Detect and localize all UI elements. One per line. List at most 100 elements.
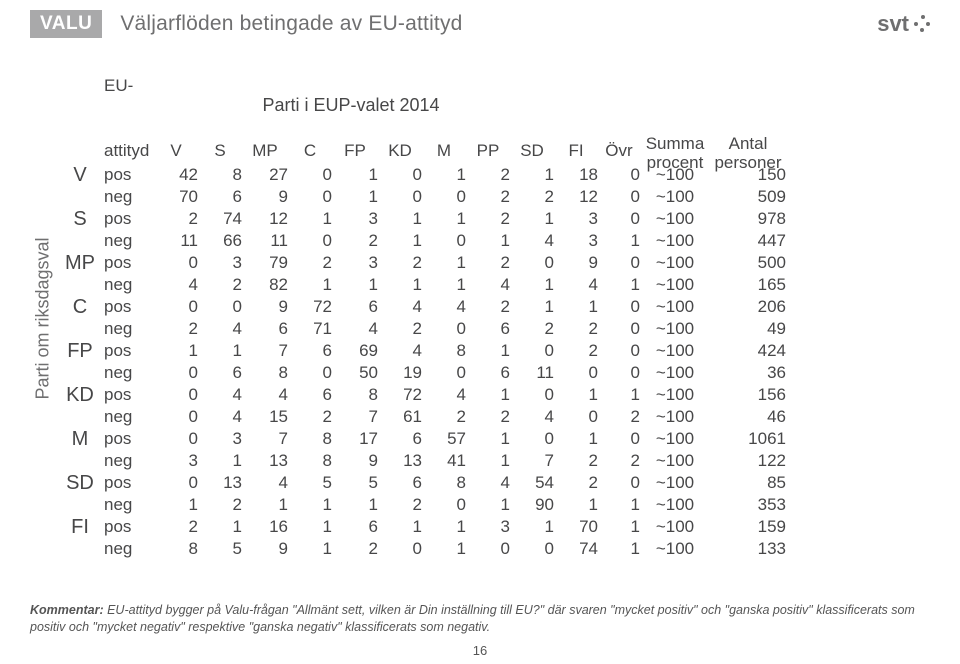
data-cell: 4 <box>510 406 554 428</box>
data-cell: 18 <box>554 164 598 186</box>
data-cell: 4 <box>422 384 466 406</box>
data-cell: 7 <box>510 450 554 472</box>
data-cell: 1 <box>242 494 288 516</box>
data-cell: 2 <box>378 494 422 516</box>
data-cell: 1 <box>598 384 640 406</box>
data-cell: 9 <box>554 252 598 274</box>
data-cell: 2 <box>510 186 554 208</box>
data-cell: 6 <box>198 362 242 384</box>
data-cell: 2 <box>466 296 510 318</box>
data-cell: 70 <box>154 186 198 208</box>
data-cell: 1 <box>332 164 378 186</box>
data-cell: 5 <box>198 538 242 560</box>
footer-label: Kommentar: <box>30 603 104 617</box>
eu-attitude-header: EU- <box>104 76 154 95</box>
summa-cell: ~100 <box>640 230 710 252</box>
data-cell: 0 <box>598 208 640 230</box>
data-cell: 2 <box>198 494 242 516</box>
data-cell: 0 <box>510 384 554 406</box>
data-cell: 0 <box>422 362 466 384</box>
data-cell: 2 <box>598 450 640 472</box>
antal-cell: 353 <box>710 494 786 516</box>
data-cell: 0 <box>154 428 198 450</box>
summa-cell: ~100 <box>640 208 710 230</box>
data-cell: 2 <box>378 318 422 340</box>
data-cell: 1 <box>466 230 510 252</box>
attitude-label: neg <box>104 362 154 384</box>
data-cell: 1 <box>554 428 598 450</box>
data-cell: 12 <box>554 186 598 208</box>
antal-cell: 509 <box>710 186 786 208</box>
table-subrow: pos009726442110~100206 <box>104 296 930 318</box>
data-rows: pos42827010121180~100150neg7069010022120… <box>104 164 930 560</box>
data-cell: 8 <box>154 538 198 560</box>
data-cell: 3 <box>154 450 198 472</box>
attitude-label: neg <box>104 274 154 296</box>
data-cell: 1 <box>598 538 640 560</box>
grid: EU- Parti i EUP-valet 2014 attityd V S M… <box>104 76 930 560</box>
data-cell: 72 <box>288 296 332 318</box>
col-head-MP: MP <box>242 116 288 160</box>
data-cell: 71 <box>288 318 332 340</box>
col-head-M: M <box>422 116 466 160</box>
data-cell: 54 <box>510 472 554 494</box>
antal-cell: 159 <box>710 516 786 538</box>
data-cell: 0 <box>598 340 640 362</box>
data-cell: 8 <box>332 384 378 406</box>
col-head-FP: FP <box>332 116 378 160</box>
table-subrow: neg11661102101431~100447 <box>104 230 930 252</box>
data-cell: 0 <box>598 362 640 384</box>
data-cell: 4 <box>332 318 378 340</box>
data-cell: 6 <box>288 340 332 362</box>
data-cell: 2 <box>554 472 598 494</box>
data-cell: 1 <box>422 252 466 274</box>
data-cell: 0 <box>154 362 198 384</box>
data-cell: 4 <box>466 472 510 494</box>
page-title: Väljarflöden betingade av EU-attityd <box>120 12 462 36</box>
row-party-label: V <box>56 153 104 197</box>
attitude-label: pos <box>104 164 154 186</box>
data-cell: 0 <box>154 406 198 428</box>
col-head-Ovr: Övr <box>598 116 640 160</box>
data-cell: 1 <box>154 340 198 362</box>
attitude-label: pos <box>104 252 154 274</box>
data-cell: 1 <box>288 538 332 560</box>
summa-cell: ~100 <box>640 318 710 340</box>
data-cell: 1 <box>466 428 510 450</box>
antal-cell: 500 <box>710 252 786 274</box>
row-party-label: C <box>56 285 104 329</box>
table-subrow: neg06805019061100~10036 <box>104 362 930 384</box>
attitude-label: neg <box>104 186 154 208</box>
summa-cell: ~100 <box>640 472 710 494</box>
data-cell: 50 <box>332 362 378 384</box>
svt-logo-dots-icon <box>912 15 930 33</box>
data-cell: 2 <box>554 450 598 472</box>
antal-cell: 165 <box>710 274 786 296</box>
table-subrow: neg31138913411722~100122 <box>104 450 930 472</box>
super-header-row: EU- Parti i EUP-valet 2014 <box>104 76 930 116</box>
col-head-FI: FI <box>554 116 598 160</box>
data-cell: 1 <box>510 164 554 186</box>
footer-text: EU-attityd bygger på Valu-frågan "Allmän… <box>30 603 915 634</box>
data-cell: 4 <box>242 384 288 406</box>
data-cell: 1 <box>598 516 640 538</box>
data-cell: 1 <box>554 296 598 318</box>
data-cell: 1 <box>154 494 198 516</box>
data-cell: 3 <box>466 516 510 538</box>
data-cell: 3 <box>332 208 378 230</box>
table-subrow: pos0378176571010~1001061 <box>104 428 930 450</box>
table-row: pos0378176571010~1001061neg3113891341172… <box>104 428 930 472</box>
data-cell: 1 <box>378 516 422 538</box>
data-cell: 2 <box>154 208 198 230</box>
data-cell: 2 <box>554 318 598 340</box>
data-cell: 0 <box>598 318 640 340</box>
col-head-KD: KD <box>378 116 422 160</box>
table-row: pos2741213112130~100978neg11661102101431… <box>104 208 930 252</box>
data-cell: 0 <box>598 164 640 186</box>
data-cell: 1 <box>598 274 640 296</box>
data-cell: 0 <box>510 538 554 560</box>
data-cell: 0 <box>288 230 332 252</box>
data-cell: 2 <box>288 252 332 274</box>
data-cell: 0 <box>154 472 198 494</box>
row-party-label: MP <box>56 241 104 285</box>
